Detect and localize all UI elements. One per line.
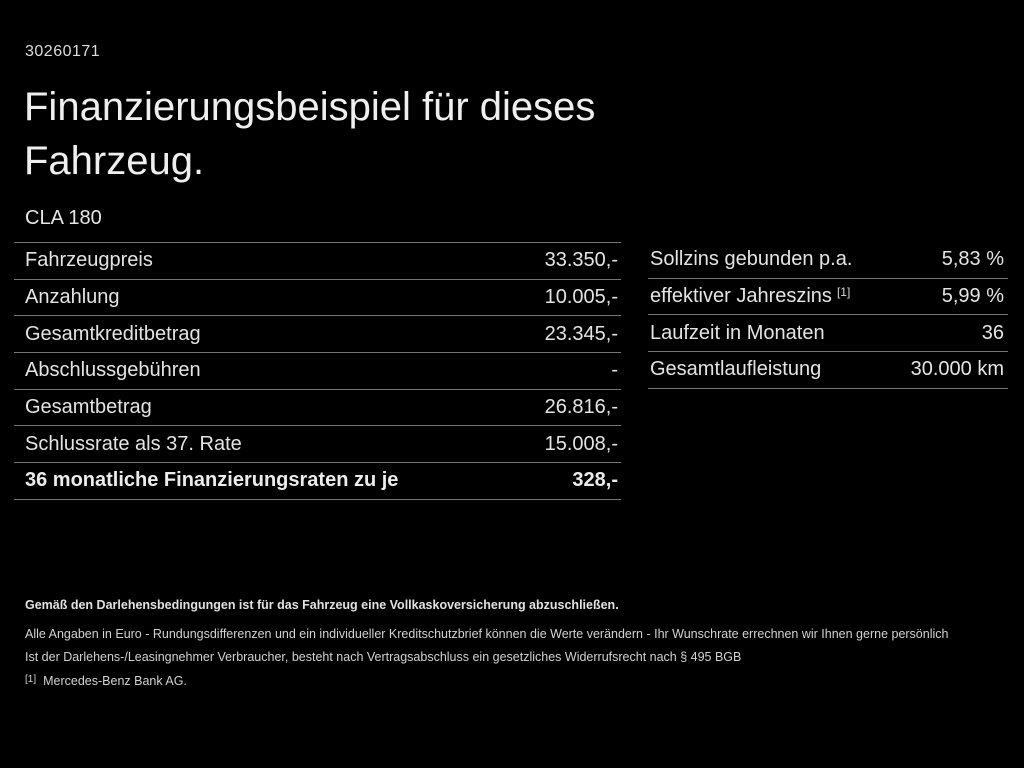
finance-row-value: - — [611, 359, 618, 382]
finance-row-anzahlung: Anzahlung 10.005,- — [14, 280, 621, 317]
finance-row-label: 36 monatliche Finanzierungsraten zu je — [25, 469, 399, 492]
finance-row-value: 10.005,- — [544, 286, 618, 309]
conditions-row-value: 36 — [981, 321, 1004, 344]
conditions-row-value: 5,99 % — [941, 285, 1004, 308]
footnote-text: Mercedes-Benz Bank AG. — [43, 674, 187, 688]
finance-row-label: Abschlussgebühren — [25, 359, 201, 382]
vehicle-model: CLA 180 — [25, 207, 102, 229]
finance-row-label: Gesamtbetrag — [25, 396, 152, 419]
conditions-row-gesamtlaufleistung: Gesamtlaufleistung 30.000 km — [648, 352, 1008, 389]
conditions-row-label: effektiver Jahreszins [1] — [650, 285, 850, 308]
finance-row-value: 26.816,- — [544, 396, 618, 419]
finance-row-gesamtbetrag: Gesamtbetrag 26.816,- — [14, 390, 621, 427]
disclaimer-line-2: Ist der Darlehens-/Leasingnehmer Verbrau… — [25, 650, 742, 664]
conditions-row-label: Laufzeit in Monaten — [650, 321, 825, 344]
finance-row-value: 23.345,- — [544, 322, 618, 345]
finance-row-abschlussgebuehren: Abschlussgebühren - — [14, 353, 621, 390]
finance-row-gesamtkreditbetrag: Gesamtkreditbetrag 23.345,- — [14, 316, 621, 354]
finance-row-value: 328,- — [572, 469, 618, 492]
finance-row-label: Schlussrate als 37. Rate — [25, 432, 242, 455]
conditions-row-label: Sollzins gebunden p.a. — [650, 248, 853, 271]
finance-row-schlussrate: Schlussrate als 37. Rate 15.008,- — [14, 426, 621, 464]
conditions-row-sollzins: Sollzins gebunden p.a. 5,83 % — [648, 242, 1008, 279]
finance-row-monthly-rate: 36 monatliche Finanzierungsraten zu je 3… — [14, 463, 621, 500]
conditions-table: Sollzins gebunden p.a. 5,83 % effektiver… — [648, 242, 1008, 389]
finance-row-label: Fahrzeugpreis — [25, 249, 153, 272]
conditions-row-value: 30.000 km — [910, 358, 1004, 381]
insurance-note: Gemäß den Darlehensbedingungen ist für d… — [25, 598, 619, 612]
page-title: Finanzierungsbeispiel für dieses Fahrzeu… — [24, 85, 596, 183]
footnote-reference-sup: [1] — [836, 285, 851, 300]
finance-row-value: 33.350,- — [544, 249, 618, 272]
conditions-row-label-text: effektiver Jahreszins — [650, 285, 832, 308]
finance-row-fahrzeugpreis: Fahrzeugpreis 33.350,- — [14, 243, 621, 280]
conditions-row-effektiver-jahreszins: effektiver Jahreszins [1] 5,99 % — [648, 279, 1008, 316]
footnote: [1] Mercedes-Benz Bank AG. — [25, 674, 1000, 689]
finance-row-label: Gesamtkreditbetrag — [25, 322, 201, 345]
disclaimer-line-1: Alle Angaben in Euro - Rundungsdifferenz… — [25, 627, 949, 641]
conditions-row-label: Gesamtlaufleistung — [650, 358, 822, 381]
finance-row-label: Anzahlung — [25, 286, 120, 309]
finance-row-value: 15.008,- — [544, 432, 618, 455]
conditions-row-value: 5,83 % — [941, 248, 1004, 271]
conditions-row-laufzeit: Laufzeit in Monaten 36 — [648, 315, 1008, 353]
document-id: 30260171 — [25, 43, 101, 60]
footnote-marker: [1] — [25, 674, 37, 685]
legal-footer: Gemäß den Darlehensbedingungen ist für d… — [25, 597, 1000, 689]
finance-table: Fahrzeugpreis 33.350,- Anzahlung 10.005,… — [14, 242, 621, 500]
